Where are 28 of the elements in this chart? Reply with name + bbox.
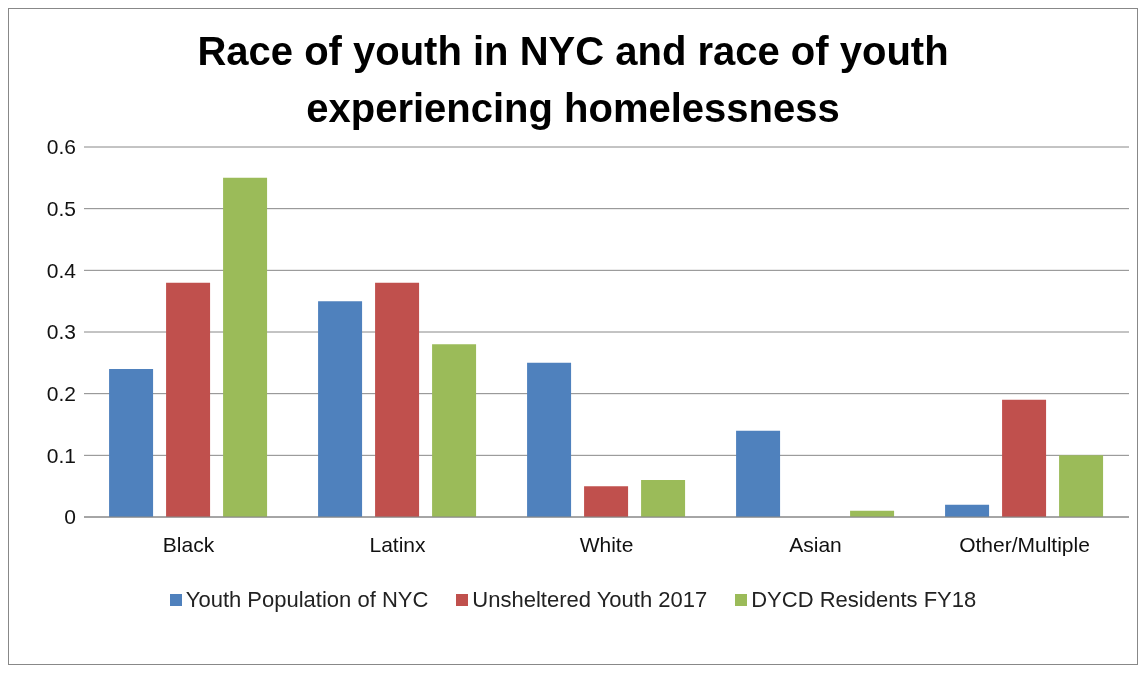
y-tick-label: 0.6 bbox=[46, 135, 76, 159]
bar bbox=[527, 362, 572, 517]
x-tick-label: White bbox=[579, 532, 634, 556]
bar bbox=[641, 480, 686, 517]
y-tick-label: 0.4 bbox=[46, 258, 77, 282]
y-tick-label: 0 bbox=[64, 505, 76, 529]
bar bbox=[1002, 399, 1047, 517]
bar bbox=[223, 177, 268, 517]
bar bbox=[432, 344, 477, 517]
x-tick-label: Other/Multiple bbox=[959, 532, 1090, 556]
x-tick-label: Black bbox=[162, 532, 215, 556]
legend-label: DYCD Residents FY18 bbox=[751, 587, 977, 613]
y-tick-label: 0.5 bbox=[46, 197, 76, 221]
legend-label: Youth Population of NYC bbox=[185, 587, 429, 613]
bar bbox=[109, 369, 154, 517]
x-tick-label: Latinx bbox=[369, 532, 427, 556]
bar bbox=[1059, 455, 1104, 517]
legend-label: Unsheltered Youth 2017 bbox=[472, 587, 708, 613]
y-tick-label: 0.1 bbox=[46, 443, 76, 467]
bar bbox=[318, 301, 363, 517]
bar bbox=[736, 430, 781, 517]
bar bbox=[166, 282, 211, 517]
bar bbox=[375, 282, 420, 517]
chart-title: Race of youth in NYC and race of youth experiencing homelessness bbox=[196, 28, 950, 132]
y-tick-label: 0.3 bbox=[46, 320, 76, 344]
x-tick-label: Asian bbox=[789, 532, 842, 556]
bar bbox=[584, 486, 629, 517]
y-tick-label: 0.2 bbox=[46, 382, 76, 406]
